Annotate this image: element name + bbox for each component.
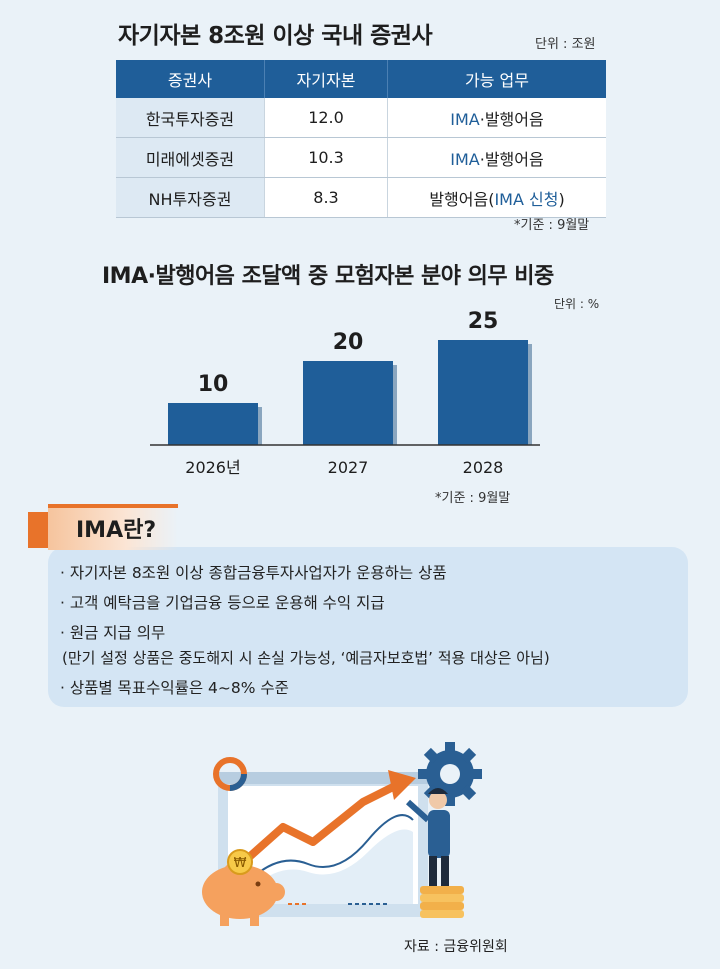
- bar-value-label: 10: [198, 372, 229, 397]
- table-unit: 단위 : 조원: [535, 37, 596, 52]
- business-ima-apply: IMA 신청: [494, 189, 559, 209]
- chart-title: IMA·발행어음 조달액 중 모험자본 분야 의무 비중: [102, 264, 554, 289]
- source-credit: 자료 : 금융위원회: [404, 939, 508, 955]
- cell-capital: 12.0: [264, 98, 388, 138]
- cell-company: NH투자증권: [116, 177, 265, 218]
- table-row: 한국투자증권 12.0 IMA·발행어음: [116, 98, 606, 138]
- person-icon: [405, 788, 450, 894]
- ima-tag-background: [48, 504, 178, 550]
- ima-tag-label: IMA란?: [76, 518, 157, 543]
- business-rest: 발행어음(: [429, 189, 495, 209]
- coin-stack-icon: [420, 886, 464, 918]
- bar: [438, 340, 528, 445]
- business-ima: IMA: [450, 109, 480, 129]
- cell-business: IMA·발행어음: [387, 137, 606, 178]
- coin-icon: ₩: [227, 849, 253, 875]
- bar-chart: 10 2026년 20 2027 25 2028: [150, 309, 540, 477]
- table-note: *기준 : 9월말: [514, 218, 590, 233]
- header-business: 가능 업무: [387, 60, 606, 98]
- business-rest: ·발행어음: [479, 109, 544, 129]
- cell-business: IMA·발행어음: [387, 98, 606, 138]
- category-tick-label: 2027: [328, 458, 369, 477]
- ima-info-box: [48, 547, 688, 707]
- rising-arrow-icon: [235, 770, 416, 870]
- table-row: 미래에셋증권 10.3 IMA·발행어음: [116, 137, 606, 178]
- cell-capital: 8.3: [264, 177, 388, 218]
- donut-chart-icon: [213, 757, 247, 791]
- category-tick-label: 2028: [463, 458, 504, 477]
- coin-symbol: ₩: [234, 856, 247, 871]
- cell-company: 한국투자증권: [116, 98, 265, 138]
- cell-business: 발행어음(IMA 신청): [387, 177, 606, 218]
- ima-tag-accent: [28, 512, 48, 548]
- bar-value-label: 20: [333, 330, 364, 355]
- chart-unit: 단위 : %: [554, 297, 600, 311]
- business-ima: IMA: [450, 149, 480, 169]
- ima-bullet: · 상품별 목표수익률은 4~8% 수준: [60, 679, 289, 697]
- header-company: 증권사: [116, 60, 265, 98]
- table-header-row: 증권사 자기자본 가능 업무: [116, 60, 606, 98]
- category-tick-label: 2026년: [185, 458, 240, 477]
- bar-value-label: 25: [468, 309, 499, 334]
- header-capital: 자기자본: [264, 60, 388, 98]
- gear-icon: [418, 742, 482, 806]
- business-close: ): [558, 189, 565, 209]
- business-rest: ·발행어음: [479, 149, 544, 169]
- bar: [168, 403, 258, 445]
- ima-bullet-detail: (만기 설정 상품은 중도해지 시 손실 가능성, ‘예금자보호법’ 적용 대상…: [62, 649, 550, 667]
- table-title: 자기자본 8조원 이상 국내 증권사: [118, 23, 433, 49]
- finance-illustration: ₩: [202, 742, 482, 926]
- securities-table: 증권사 자기자본 가능 업무 한국투자증권 12.0 IMA·발행어음 미래에셋…: [116, 60, 606, 218]
- ima-bullet: · 원금 지급 의무: [60, 624, 166, 642]
- table-row: NH투자증권 8.3 발행어음(IMA 신청): [116, 177, 606, 218]
- cell-company: 미래에셋증권: [116, 137, 265, 178]
- bar: [303, 361, 393, 445]
- chart-note: *기준 : 9월말: [435, 491, 511, 506]
- cell-capital: 10.3: [264, 137, 388, 178]
- ima-bullet: · 자기자본 8조원 이상 종합금융투자사업자가 운용하는 상품: [60, 564, 447, 582]
- ima-bullet: · 고객 예탁금을 기업금융 등으로 운용해 수익 지급: [60, 594, 385, 612]
